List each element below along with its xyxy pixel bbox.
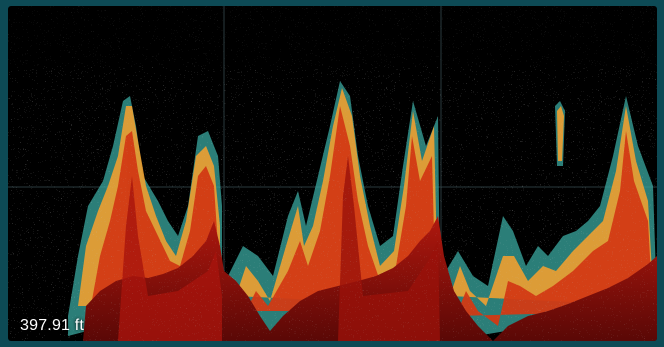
depth-readout-text: 397.91 ft xyxy=(20,317,85,334)
sonar-screen[interactable]: 397.91 ft xyxy=(8,6,657,341)
depth-readout: 397.91 ft xyxy=(20,317,84,335)
sonar-history-svg xyxy=(8,6,657,341)
echo-grain-overlay xyxy=(8,66,657,341)
